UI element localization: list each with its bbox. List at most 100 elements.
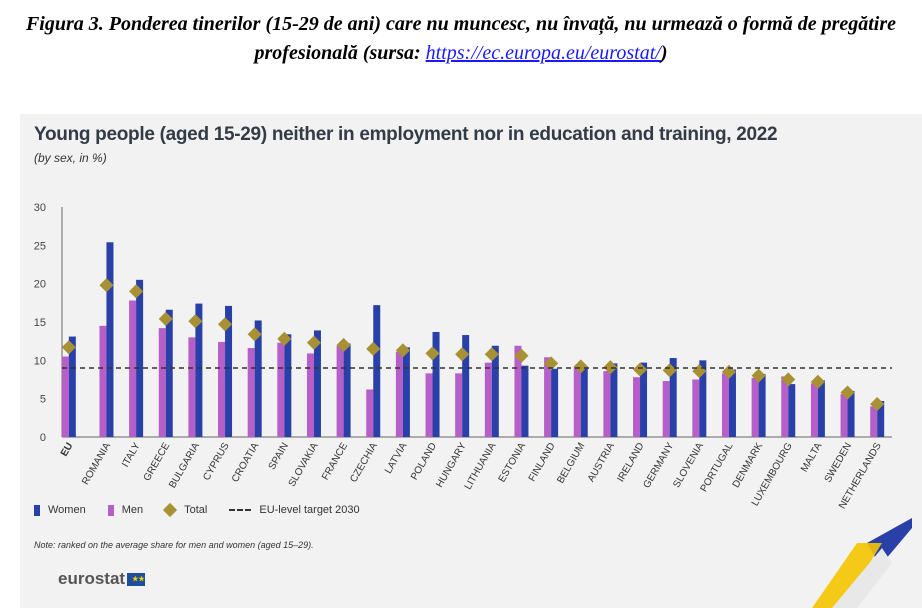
source-link[interactable]: https://ec.europa.eu/eurostat/ xyxy=(425,42,661,64)
total-marker xyxy=(840,385,855,400)
total-marker xyxy=(247,327,262,342)
bar-women xyxy=(788,384,796,437)
bar-women xyxy=(521,365,529,437)
category-label: MALTA xyxy=(799,441,825,474)
y-tick-label: 5 xyxy=(40,394,46,406)
total-marker xyxy=(217,317,233,332)
eurostat-logo: eurostat ★★ xyxy=(58,569,146,589)
legend-men: Men xyxy=(107,504,144,516)
total-marker xyxy=(425,346,440,361)
chart-note: Note: ranked on the average share for me… xyxy=(34,540,314,550)
logo-text: eurostat xyxy=(58,569,126,588)
bar-men xyxy=(751,377,759,437)
legend-women-swatch xyxy=(34,504,40,516)
eu-flag-icon: ★★ xyxy=(127,572,146,586)
bar-women xyxy=(462,335,470,437)
category-label: POLAND xyxy=(409,441,439,482)
y-tick-label: 10 xyxy=(34,355,46,367)
category-label: HUNGARY xyxy=(434,441,469,490)
total-marker xyxy=(544,356,559,371)
bar-women xyxy=(68,336,76,437)
bar-men xyxy=(810,383,818,437)
bar-men xyxy=(99,325,107,437)
category-label: CYPRUS xyxy=(201,441,232,483)
bar-men xyxy=(218,341,226,437)
total-marker xyxy=(573,359,588,374)
total-marker xyxy=(751,368,766,383)
bar-women xyxy=(343,343,351,437)
legend-women: Women xyxy=(34,504,86,516)
category-label: GREECE xyxy=(142,441,173,483)
bar-women xyxy=(432,331,440,437)
bar-men xyxy=(158,328,166,437)
category-label: AUSTRIA xyxy=(586,441,617,484)
bar-women xyxy=(225,305,233,437)
bar-men xyxy=(840,394,848,437)
total-marker xyxy=(395,343,410,358)
category-label: BULGARIA xyxy=(167,441,202,491)
bar-men xyxy=(870,406,878,437)
y-tick-label: 25 xyxy=(34,240,46,252)
bar-men xyxy=(247,348,255,437)
legend-target-dash xyxy=(229,509,252,511)
category-label: IRELAND xyxy=(615,441,646,484)
bar-women xyxy=(373,305,381,437)
bar-women xyxy=(610,363,618,437)
caption-text: Figura 3. Ponderea tinerilor (15-29 de a… xyxy=(25,13,897,64)
legend-target-label: EU-level target 2030 xyxy=(259,504,360,516)
category-label: SWEDEN xyxy=(823,441,854,485)
category-label: SPAIN xyxy=(267,441,291,472)
legend-total-diamond xyxy=(163,502,178,518)
y-tick-label: 15 xyxy=(34,317,46,329)
category-label: LATVIA xyxy=(383,441,410,476)
category-label: LITHUANIA xyxy=(463,441,499,492)
total-marker xyxy=(306,335,322,350)
bar-women xyxy=(402,347,410,437)
bar-men xyxy=(573,366,581,437)
total-marker xyxy=(632,362,648,377)
total-marker xyxy=(484,347,499,362)
legend-total-label: Total xyxy=(184,504,208,516)
total-marker xyxy=(781,372,796,387)
legend-men-swatch xyxy=(107,504,114,516)
category-label: FINLAND xyxy=(527,441,558,484)
bar-women xyxy=(313,330,321,437)
total-marker xyxy=(870,396,885,412)
bar-women xyxy=(728,369,736,437)
figure-caption: Figura 3. Ponderea tinerilor (15-29 de a… xyxy=(0,10,922,68)
chart-subtitle: (by sex, in %) xyxy=(34,151,107,165)
bar-men xyxy=(514,345,522,437)
bar-men xyxy=(366,389,374,437)
bar-women xyxy=(254,320,262,437)
bar-men xyxy=(188,337,196,437)
bar-women xyxy=(847,391,855,437)
total-marker xyxy=(158,311,173,327)
total-marker xyxy=(188,314,203,329)
bar-men xyxy=(61,356,69,437)
y-tick-label: 30 xyxy=(34,202,46,214)
legend-target: EU-level target 2030 xyxy=(229,504,360,516)
bar-men xyxy=(306,353,314,437)
y-tick-label: 20 xyxy=(34,279,46,291)
legend-men-label: Men xyxy=(121,504,144,516)
bar-men xyxy=(484,362,492,437)
total-marker xyxy=(277,331,292,346)
bar-women xyxy=(699,360,707,437)
bar-women xyxy=(580,366,588,437)
bar-men xyxy=(395,351,403,437)
bar-women xyxy=(758,374,766,437)
bar-men xyxy=(425,373,433,437)
bar-men xyxy=(781,376,789,437)
chart-title: Young people (aged 15-29) neither in emp… xyxy=(34,124,778,145)
category-label: ITALY xyxy=(120,441,143,470)
bar-men xyxy=(277,342,285,437)
bar-men xyxy=(692,379,700,437)
bar-men xyxy=(544,357,552,437)
caption-close: ) xyxy=(660,42,668,64)
bar-women xyxy=(165,309,173,437)
category-label: FRANCE xyxy=(320,441,350,482)
category-label: ROMANIA xyxy=(80,441,113,487)
bar-men xyxy=(455,373,463,437)
bar-men xyxy=(336,345,344,437)
bar-women xyxy=(640,362,648,437)
